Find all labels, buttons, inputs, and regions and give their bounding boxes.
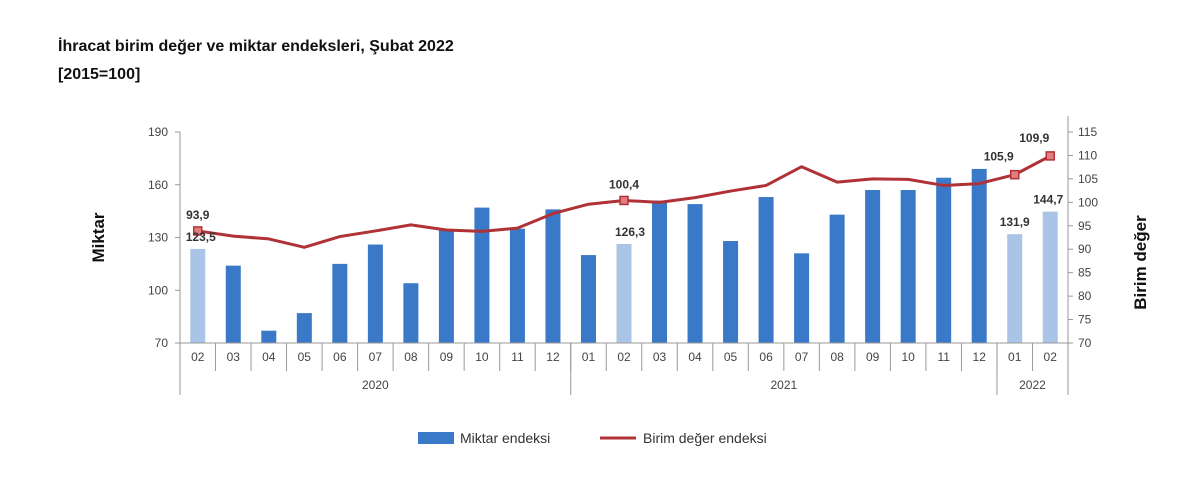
data-label-6: 105,9 (984, 150, 1014, 164)
y-left-tick-2: 130 (148, 231, 168, 245)
x-tick-20: 10 (901, 350, 915, 364)
bar-23 (1007, 234, 1023, 343)
x-tick-23: 01 (1008, 350, 1022, 364)
x-tick-7: 09 (440, 350, 454, 364)
bar-0 (190, 248, 206, 343)
bar-21 (936, 177, 952, 343)
x-tick-2: 04 (262, 350, 276, 364)
bar-14 (687, 204, 703, 343)
bar-18 (829, 214, 845, 343)
bar-2 (261, 330, 277, 343)
x-tick-9: 11 (511, 350, 524, 364)
x-tick-6: 08 (404, 350, 418, 364)
x-tick-8: 10 (475, 350, 489, 364)
legend-label-miktar: Miktar endeksi (460, 430, 550, 446)
x-tick-4: 06 (333, 350, 347, 364)
y-right-label: Birim değer (1131, 215, 1150, 310)
y-right-tick-2: 80 (1078, 289, 1092, 303)
x-tick-17: 07 (795, 350, 809, 364)
x-tick-12: 02 (617, 350, 631, 364)
x-tick-19: 09 (866, 350, 880, 364)
x-tick-18: 08 (830, 350, 844, 364)
y-left-label: Miktar (89, 212, 108, 262)
bar-20 (900, 190, 916, 343)
x-tick-1: 03 (227, 350, 241, 364)
y-right-tick-1: 75 (1078, 313, 1092, 327)
bar-5 (367, 244, 383, 343)
bar-11 (580, 255, 596, 343)
y-left-tick-3: 160 (148, 178, 168, 192)
y-right-tick-3: 85 (1078, 266, 1092, 280)
line-marker-23 (1009, 169, 1020, 180)
data-label-2: 131,9 (1000, 215, 1030, 229)
y-left-tick-4: 190 (148, 125, 168, 139)
y-left-tick-0: 70 (155, 336, 169, 350)
data-label-0: 123,5 (186, 230, 216, 244)
bar-24 (1042, 211, 1058, 343)
y-right-tick-7: 105 (1078, 172, 1098, 186)
bar-19 (865, 190, 881, 343)
axes: 70100130160190707580859095100105110115Mi… (89, 116, 1150, 395)
bar-series (190, 168, 1058, 343)
bar-6 (403, 283, 419, 343)
bar-17 (794, 253, 810, 343)
y-right-tick-6: 100 (1078, 195, 1098, 209)
y-left-tick-1: 100 (148, 283, 168, 297)
x-tick-14: 04 (688, 350, 702, 364)
data-label-3: 144,7 (1033, 193, 1063, 207)
y-right-tick-4: 90 (1078, 242, 1092, 256)
x-tick-21: 11 (937, 350, 950, 364)
x-tick-24: 02 (1044, 350, 1058, 364)
legend: Miktar endeksi Birim değer endeksi (418, 430, 767, 446)
data-label-1: 126,3 (615, 225, 645, 239)
year-label-0: 2020 (362, 378, 389, 392)
bar-16 (758, 197, 774, 343)
x-tick-16: 06 (759, 350, 773, 364)
bar-3 (296, 313, 312, 343)
data-label-4: 93,9 (186, 208, 210, 222)
bar-1 (225, 265, 241, 343)
bar-4 (332, 263, 348, 343)
x-tick-10: 12 (546, 350, 560, 364)
bar-9 (509, 228, 525, 343)
y-right-tick-5: 95 (1078, 219, 1092, 233)
x-tick-5: 07 (369, 350, 383, 364)
y-right-tick-9: 115 (1078, 125, 1097, 139)
x-tick-13: 03 (653, 350, 667, 364)
legend-label-birim: Birim değer endeksi (643, 430, 767, 446)
bar-10 (545, 209, 561, 343)
bar-13 (652, 200, 668, 343)
bar-15 (723, 241, 739, 343)
bar-7 (438, 230, 454, 343)
bar-22 (971, 168, 987, 343)
bar-12 (616, 244, 632, 343)
x-tick-11: 01 (582, 350, 596, 364)
x-tick-15: 05 (724, 350, 738, 364)
line-marker-24 (1045, 151, 1055, 161)
chart-subtitle: [2015=100] (58, 66, 141, 83)
year-label-1: 2021 (770, 378, 797, 392)
x-tick-22: 12 (973, 350, 987, 364)
line-marker-0 (193, 226, 203, 236)
x-tick-0: 02 (191, 350, 205, 364)
chart-title: İhracat birim değer ve miktar endeksleri… (58, 38, 454, 55)
line-series (193, 151, 1055, 249)
data-label-7: 109,9 (1019, 131, 1049, 145)
data-label-5: 100,4 (609, 177, 639, 191)
y-right-tick-0: 70 (1078, 336, 1092, 350)
legend-swatch-miktar (418, 432, 454, 444)
line-marker-12 (619, 195, 629, 206)
bar-8 (474, 207, 490, 343)
y-right-tick-8: 110 (1078, 148, 1097, 162)
year-label-2: 2022 (1019, 378, 1046, 392)
x-tick-3: 05 (298, 350, 312, 364)
